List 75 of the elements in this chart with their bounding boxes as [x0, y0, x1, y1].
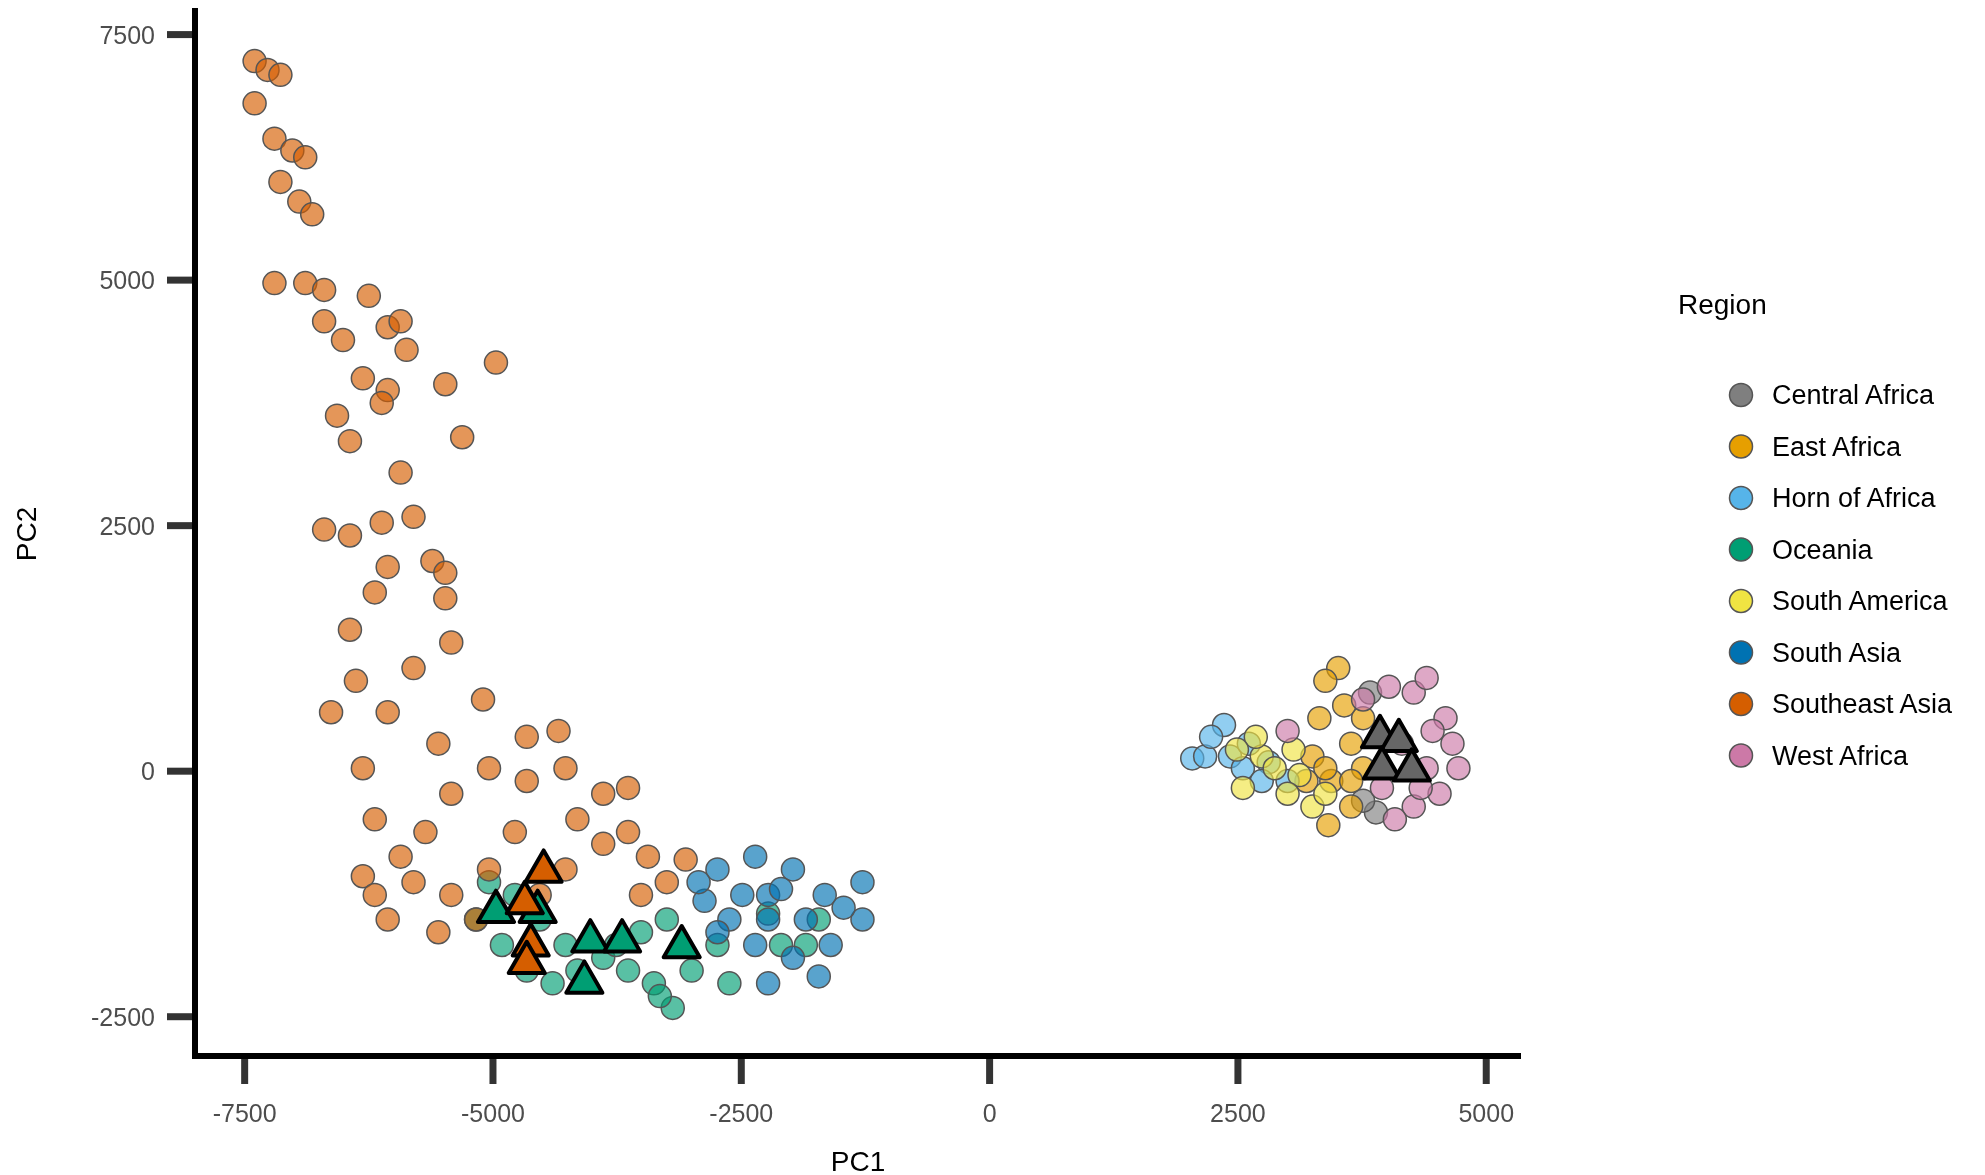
legend-label: Southeast Asia [1772, 689, 1954, 719]
point [1275, 718, 1300, 744]
point [1230, 775, 1256, 801]
point [1338, 794, 1364, 819]
point [1414, 665, 1439, 691]
point [705, 857, 730, 882]
point [1338, 768, 1364, 794]
point [1262, 755, 1287, 781]
y-tick-label: -2500 [91, 1002, 155, 1031]
point [1350, 687, 1376, 712]
point [780, 945, 806, 971]
x-tick-label: -5000 [461, 1099, 525, 1127]
point [818, 932, 843, 958]
y-axis-title: PC2 [11, 506, 42, 562]
point [793, 907, 819, 932]
point [780, 857, 806, 882]
point [1243, 724, 1269, 750]
point [647, 983, 673, 1009]
legend-label: Horn of Africa [1772, 483, 1937, 513]
point [686, 869, 711, 895]
point [489, 932, 515, 958]
point [755, 971, 781, 996]
point [742, 932, 768, 958]
x-tick-label: 0 [982, 1099, 997, 1127]
point [1287, 762, 1312, 788]
point [1198, 724, 1224, 750]
point [1420, 718, 1445, 744]
point [1313, 755, 1338, 781]
point [705, 920, 730, 945]
point [1281, 737, 1306, 762]
point [1316, 812, 1341, 838]
point [850, 907, 875, 932]
point [1446, 755, 1471, 781]
y-tick-label: 5000 [99, 266, 155, 295]
legend-label: East Africa [1772, 431, 1903, 462]
point [1313, 781, 1338, 807]
point [717, 971, 742, 996]
point [730, 882, 755, 908]
point [768, 876, 794, 902]
x-axis-title: PC1 [830, 1146, 886, 1175]
x-tick-label: 2500 [1210, 1099, 1266, 1127]
point [1313, 668, 1338, 694]
point [615, 958, 641, 983]
legend-label: Central Africa [1772, 380, 1936, 410]
legend-title: Region [1678, 289, 1767, 320]
x-tick-label: -7500 [212, 1099, 277, 1127]
legend-label: South Asia [1772, 637, 1903, 668]
x-tick-label: -2500 [709, 1099, 774, 1127]
legend-label: Oceania [1772, 534, 1874, 565]
point [1427, 781, 1452, 807]
point [679, 958, 704, 983]
point [850, 869, 875, 895]
legend-label: South America [1772, 586, 1949, 616]
point [1224, 737, 1250, 762]
point [1192, 744, 1218, 769]
point [1338, 731, 1364, 756]
point [812, 882, 837, 908]
point [1440, 731, 1465, 756]
point [1307, 705, 1332, 731]
y-tick-label: 0 [141, 757, 155, 786]
point [831, 895, 856, 920]
point [742, 844, 768, 869]
y-tick-label: 7500 [99, 20, 155, 49]
y-tick-label: 2500 [99, 511, 155, 540]
point [1376, 674, 1402, 699]
x-tick-label: 5000 [1458, 1099, 1515, 1127]
legend-label: West Africa [1772, 740, 1910, 771]
point [806, 964, 832, 989]
point [755, 907, 781, 932]
point [654, 907, 680, 932]
point [1401, 680, 1426, 705]
point [540, 971, 565, 996]
point [1382, 807, 1408, 832]
point [1275, 781, 1300, 807]
point [692, 888, 717, 914]
